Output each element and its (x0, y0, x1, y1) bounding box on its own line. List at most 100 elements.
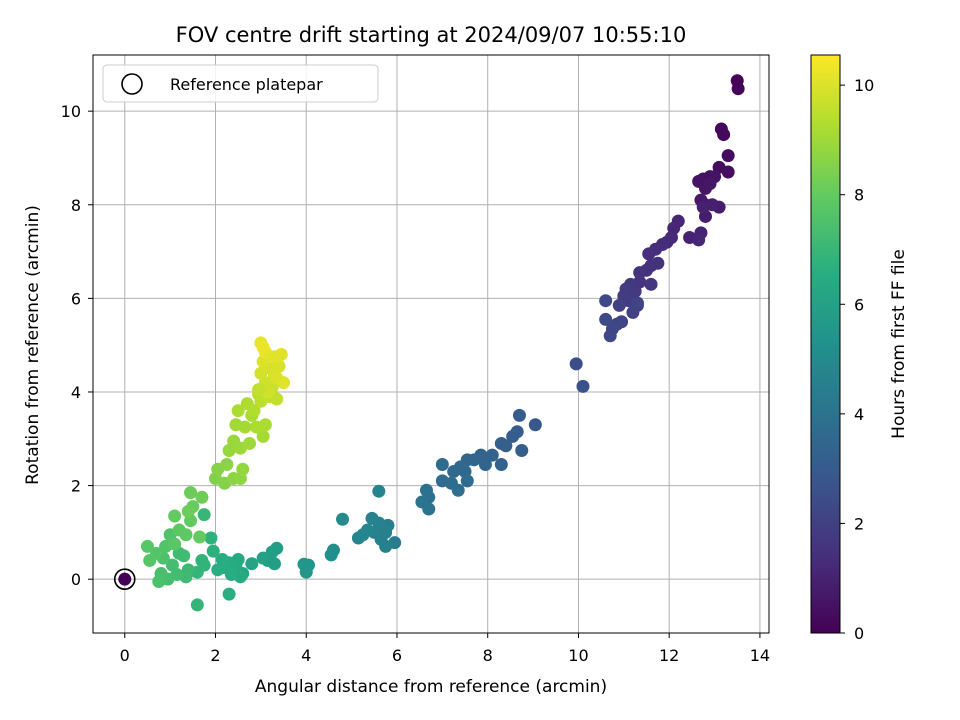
scatter-point (249, 420, 263, 434)
scatter-point (215, 553, 229, 567)
scatter-point (599, 294, 613, 308)
scatter-point (576, 379, 590, 393)
scatter-point (143, 553, 157, 567)
legend-box (102, 64, 379, 103)
scatter-point (703, 177, 717, 191)
scatter-point (372, 484, 386, 498)
scatter-point (644, 277, 658, 291)
x-tick-label: 12 (659, 646, 679, 665)
scatter-point (633, 266, 647, 280)
scatter-point (447, 465, 461, 479)
scatter-point (220, 458, 234, 472)
scatter-point (485, 448, 499, 462)
plot-frame (92, 54, 770, 634)
scatter-point (460, 474, 474, 488)
scatter-point (365, 511, 379, 525)
scatter-point (245, 557, 259, 571)
scatter-point (297, 557, 311, 571)
colorbar-tick-label: 4 (854, 405, 864, 424)
scatter-point (231, 404, 245, 418)
scatter-point (478, 458, 492, 472)
scatter-point (152, 575, 166, 589)
y-tick-label: 2 (71, 477, 81, 496)
x-axis-ticks: 0 2 4 6 8 10 12 14 (120, 633, 770, 665)
scatter-point (528, 418, 542, 432)
scatter-point (204, 531, 218, 545)
scatter-point (179, 528, 193, 542)
scatter-point (499, 439, 513, 453)
scatter-point (238, 420, 252, 434)
grid (93, 55, 769, 633)
legend: Reference platepar (102, 64, 379, 103)
chart-title: FOV centre drift starting at 2024/09/07 … (176, 23, 687, 47)
x-tick-label: 6 (392, 646, 402, 665)
scatter-point (374, 532, 388, 546)
colorbar-tick-label: 10 (854, 76, 874, 95)
scatter-point (247, 404, 261, 418)
scatter-point (256, 551, 270, 565)
colorbar-label: Hours from first FF file (889, 249, 909, 439)
scatter-point (184, 486, 198, 500)
legend-marker-icon (121, 73, 143, 95)
scatter-point (435, 458, 449, 472)
colorbar-tick-label: 2 (854, 514, 864, 533)
scatter-point (603, 329, 617, 343)
scatter-point (422, 502, 436, 516)
reference-point (118, 572, 132, 586)
scatter-point (351, 531, 365, 545)
x-tick-label: 0 (120, 646, 130, 665)
scatter-point (140, 539, 154, 553)
scatter-point (642, 247, 656, 261)
scatter-point (193, 530, 207, 544)
scatter-point (222, 587, 236, 601)
x-tick-label: 14 (750, 646, 770, 665)
scatter-point (451, 483, 465, 497)
colorbar-gradient (810, 54, 841, 634)
scatter-point (168, 537, 182, 551)
scatter-point (270, 392, 284, 406)
y-tick-label: 8 (71, 196, 81, 215)
y-tick-label: 10 (61, 102, 81, 121)
scatter-point (515, 443, 529, 457)
scatter-point (195, 490, 209, 504)
scatter-point (336, 512, 350, 526)
reference-marker (113, 568, 136, 590)
scatter-point (197, 508, 211, 522)
scatter-point (277, 376, 291, 390)
y-tick-label: 4 (71, 383, 81, 402)
scatter-point (324, 548, 338, 562)
colorbar-tick-label: 6 (854, 295, 864, 314)
scatter-point (211, 563, 225, 577)
scatter-point (168, 509, 182, 523)
scatter-point (599, 312, 613, 326)
scatter-point (506, 429, 520, 443)
scatter-point (274, 348, 288, 362)
colorbar-tick-label: 0 (854, 624, 864, 643)
scatter-point (165, 558, 179, 572)
colorbar: 0 2 4 6 8 10 Hours from first FF file (810, 54, 909, 643)
scatter-point (256, 341, 270, 355)
colorbar-tick-label: 8 (854, 186, 864, 205)
scatter-point (177, 549, 191, 563)
scatter-point (252, 383, 266, 397)
scatter-point (612, 298, 626, 312)
x-tick-label: 4 (301, 646, 311, 665)
scatter-point (692, 233, 706, 247)
scatter-point (243, 436, 257, 450)
x-tick-label: 2 (210, 646, 220, 665)
scatter-point (731, 82, 745, 96)
scatter-point (721, 149, 735, 163)
colorbar-ticks: 0 2 4 6 8 10 (840, 76, 874, 643)
reference-ring (113, 568, 136, 590)
scatter-point (717, 128, 731, 142)
scatter-point (224, 567, 238, 581)
scatter-point (569, 357, 583, 371)
x-tick-label: 8 (483, 646, 493, 665)
scatter-point (721, 165, 735, 179)
y-tick-label: 6 (71, 289, 81, 308)
x-tick-label: 10 (568, 646, 588, 665)
y-axis-label: Rotation from reference (arcmin) (23, 205, 43, 485)
scatter-point (256, 429, 270, 443)
scatter-point (181, 504, 195, 518)
